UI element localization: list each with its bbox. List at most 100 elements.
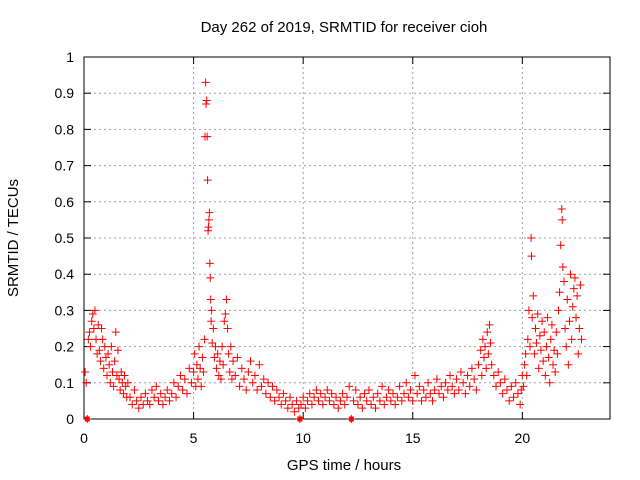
data-point [428,396,437,405]
data-point [474,360,483,369]
data-point [134,404,143,413]
data-point [526,342,535,351]
data-point [113,346,122,355]
data-point [345,382,354,391]
data-point [489,371,498,380]
data-point [566,270,575,279]
data-point [389,389,398,398]
data-point [522,371,531,380]
data-point [325,396,334,405]
data-point [281,396,290,405]
data-point [524,306,533,315]
data-point [296,400,305,409]
data-point [540,328,549,337]
data-point [84,335,93,344]
data-point [307,400,316,409]
data-point [244,367,253,376]
data-point [516,400,525,409]
data-point [239,375,248,384]
data-point [229,357,238,366]
data-point [201,78,210,87]
data-point [539,357,548,366]
data-point [452,375,461,384]
data-point [163,386,172,395]
data-point [219,360,228,369]
data-point [399,389,408,398]
y-tick-label: 0.4 [55,266,75,282]
data-point [288,400,297,409]
data-point [233,353,242,362]
data-point [158,400,167,409]
data-point [107,342,116,351]
data-point [521,349,530,358]
data-point [207,317,216,326]
data-point [356,393,365,402]
data-point [145,400,154,409]
data-point [496,378,505,387]
data-point [292,396,301,405]
data-point [561,324,570,333]
data-point [575,324,584,333]
data-point [467,364,476,373]
data-point [275,393,284,402]
data-point [97,324,106,333]
data-point [104,349,113,358]
data-point [279,389,288,398]
data-point [406,386,415,395]
data-point [90,306,99,315]
data-point [476,346,485,355]
data-point [197,382,206,391]
data-point [189,367,198,376]
data-point [393,393,402,402]
data-point [362,396,371,405]
data-point [214,371,223,380]
data-point [305,389,314,398]
data-point [105,360,114,369]
data-point [542,342,551,351]
data-point [492,382,501,391]
data-point [205,259,214,268]
data-point [527,252,536,261]
data-point [301,404,310,413]
data-point [395,382,404,391]
data-point [494,367,503,376]
data-point [572,313,581,322]
data-point [446,371,455,380]
data-point [564,360,573,369]
y-tick-label: 0.2 [55,339,75,355]
data-point [332,393,341,402]
data-point [223,324,232,333]
data-point [224,349,233,358]
data-point [87,317,96,326]
x-tick-label: 15 [405,430,421,446]
data-point [556,241,565,250]
data-point [485,320,494,329]
data-point [299,393,308,402]
data-point [81,367,90,376]
data-point [198,353,207,362]
data-point [193,375,202,384]
y-tick-label: 0 [66,411,74,427]
data-point [231,371,240,380]
data-point [419,386,428,395]
data-point [334,404,343,413]
data-point [568,302,577,311]
data-point [536,346,545,355]
zero-marker [348,416,354,422]
data-point [242,386,251,395]
data-point [358,404,367,413]
gridlines [84,57,610,419]
data-point [270,396,279,405]
data-point [472,386,481,395]
data-point [103,371,112,380]
data-point [259,375,268,384]
data-point [106,378,115,387]
data-point [215,357,224,366]
data-point [558,215,567,224]
y-tick-label: 0.9 [55,85,75,101]
y-tick-label: 0.7 [55,158,75,174]
data-point [94,320,103,329]
data-point [165,396,174,405]
data-point [543,313,552,322]
